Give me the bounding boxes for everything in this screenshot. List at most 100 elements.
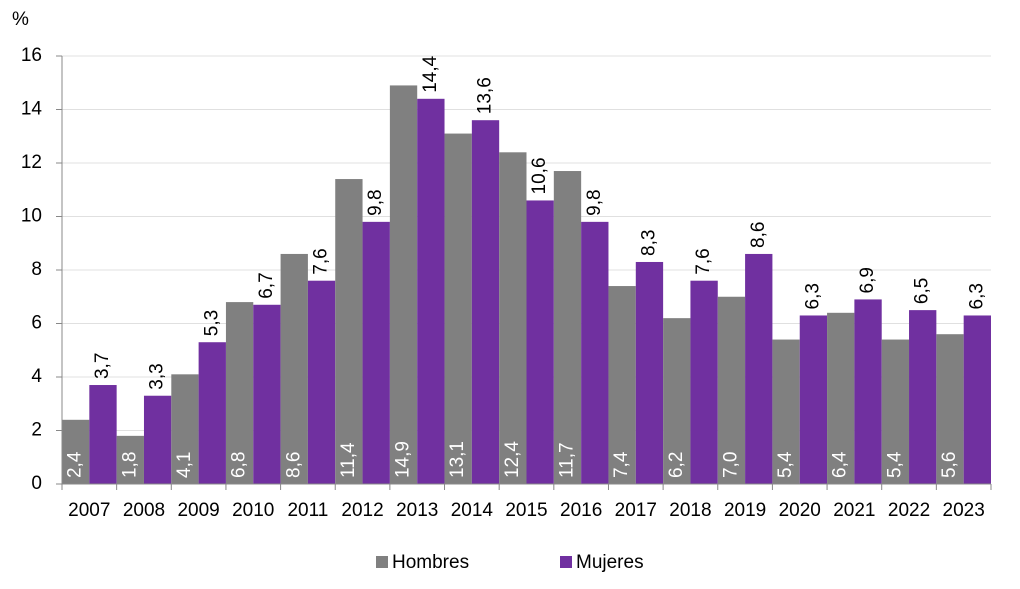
y-tick-label: 10 bbox=[21, 206, 42, 227]
bar bbox=[143, 395, 172, 484]
legend-label: Mujeres bbox=[576, 552, 644, 573]
data-label: 6,2 bbox=[666, 452, 687, 478]
x-tick-label: 2020 bbox=[779, 500, 821, 521]
y-tick-label: 0 bbox=[31, 473, 42, 494]
x-tick-label: 2009 bbox=[177, 500, 219, 521]
data-label: 5,6 bbox=[939, 452, 960, 478]
data-label: 13,6 bbox=[475, 77, 496, 114]
x-tick-label: 2023 bbox=[943, 500, 985, 521]
data-label: 9,8 bbox=[365, 189, 386, 215]
data-label: 6,5 bbox=[912, 278, 933, 304]
bar bbox=[909, 310, 937, 484]
bar bbox=[389, 85, 418, 485]
bar bbox=[745, 253, 773, 484]
bar bbox=[307, 280, 336, 484]
data-label: 13,1 bbox=[447, 441, 468, 478]
y-tick-label: 2 bbox=[31, 420, 42, 441]
legend-swatch bbox=[560, 556, 572, 568]
x-tick-label: 2021 bbox=[833, 500, 875, 521]
x-tick-label: 2015 bbox=[505, 500, 547, 521]
x-tick-label: 2011 bbox=[287, 500, 328, 521]
bar bbox=[471, 120, 500, 484]
bar bbox=[690, 280, 718, 484]
y-tick-label: 8 bbox=[31, 259, 42, 280]
bar bbox=[526, 200, 554, 484]
data-label: 12,4 bbox=[502, 441, 523, 478]
bar bbox=[362, 221, 390, 484]
x-tick-label: 2018 bbox=[669, 500, 711, 521]
bar bbox=[936, 334, 964, 484]
y-axis-label: % bbox=[12, 9, 29, 30]
bar bbox=[499, 152, 527, 485]
bar bbox=[608, 286, 636, 484]
data-label: 2,4 bbox=[65, 451, 86, 478]
y-tick-label: 4 bbox=[31, 366, 42, 387]
data-label: 6,3 bbox=[966, 283, 987, 309]
data-label: 5,3 bbox=[201, 310, 222, 336]
data-label: 3,3 bbox=[147, 363, 168, 389]
data-label: 14,4 bbox=[420, 55, 441, 92]
x-tick-label: 2013 bbox=[396, 500, 438, 521]
bar bbox=[225, 302, 254, 484]
bar bbox=[663, 318, 691, 484]
bar bbox=[881, 339, 910, 484]
data-label: 6,4 bbox=[830, 451, 851, 478]
y-tick-label: 12 bbox=[21, 152, 42, 173]
bar bbox=[62, 419, 90, 484]
bar bbox=[827, 312, 855, 484]
data-label: 6,3 bbox=[802, 283, 823, 309]
data-label: 1,8 bbox=[119, 452, 140, 478]
bar bbox=[444, 133, 472, 484]
bar bbox=[335, 179, 363, 485]
x-tick-label: 2012 bbox=[341, 500, 383, 521]
bar bbox=[963, 315, 991, 484]
data-label: 7,4 bbox=[611, 451, 632, 478]
bar bbox=[198, 342, 226, 484]
bar bbox=[717, 296, 746, 484]
x-tick-label: 2007 bbox=[68, 500, 110, 521]
data-label: 3,7 bbox=[92, 353, 113, 379]
bar bbox=[417, 98, 445, 485]
x-tick-label: 2010 bbox=[232, 500, 274, 521]
data-label: 11,7 bbox=[557, 442, 578, 478]
data-label: 8,6 bbox=[748, 222, 769, 248]
data-label: 7,6 bbox=[311, 248, 332, 274]
x-tick-label: 2016 bbox=[560, 500, 602, 521]
data-label: 6,9 bbox=[857, 267, 878, 293]
bar bbox=[171, 374, 199, 484]
x-tick-label: 2019 bbox=[724, 500, 766, 521]
data-label: 5,4 bbox=[884, 451, 905, 478]
data-label: 6,7 bbox=[256, 272, 277, 298]
data-label: 14,9 bbox=[393, 441, 414, 478]
bar bbox=[635, 261, 664, 484]
data-label: 7,0 bbox=[720, 452, 741, 478]
x-tick-label: 2008 bbox=[123, 500, 165, 521]
y-tick-label: 14 bbox=[21, 99, 43, 120]
bar bbox=[772, 339, 800, 484]
data-label: 8,3 bbox=[638, 230, 659, 256]
x-tick-label: 2014 bbox=[451, 500, 494, 521]
bar bbox=[581, 221, 609, 484]
bar bbox=[553, 171, 582, 484]
data-label: 7,6 bbox=[693, 248, 714, 274]
data-label: 9,8 bbox=[584, 189, 605, 215]
bar bbox=[89, 385, 117, 484]
data-label: 11,4 bbox=[338, 442, 359, 478]
x-tick-label: 2022 bbox=[888, 500, 930, 521]
data-label: 6,8 bbox=[229, 452, 250, 478]
bar bbox=[854, 299, 882, 484]
legend-label: Hombres bbox=[392, 552, 469, 573]
x-tick-label: 2017 bbox=[615, 500, 657, 521]
y-tick-label: 6 bbox=[31, 313, 42, 334]
y-tick-label: 16 bbox=[21, 45, 42, 66]
data-label: 10,6 bbox=[529, 157, 550, 194]
data-label: 5,4 bbox=[775, 451, 796, 478]
data-label: 8,6 bbox=[283, 452, 304, 478]
bar bbox=[280, 253, 308, 484]
bar bbox=[253, 304, 281, 484]
legend-swatch bbox=[376, 556, 388, 568]
bar bbox=[799, 315, 828, 484]
bar bbox=[116, 435, 144, 484]
data-label: 4,1 bbox=[174, 452, 195, 478]
